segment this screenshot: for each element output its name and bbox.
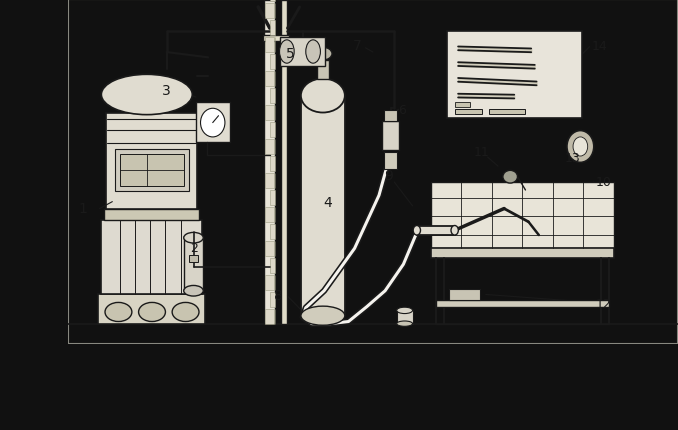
Ellipse shape bbox=[567, 131, 594, 163]
Bar bbox=[431, 249, 614, 258]
Text: 2: 2 bbox=[190, 241, 198, 255]
Bar bbox=[188, 255, 199, 262]
Bar bbox=[281, 1, 287, 324]
Ellipse shape bbox=[397, 307, 412, 314]
Text: 14: 14 bbox=[591, 40, 607, 53]
Bar bbox=[489, 110, 525, 115]
Text: 6: 6 bbox=[399, 104, 406, 117]
Ellipse shape bbox=[301, 307, 345, 326]
Bar bbox=[384, 152, 397, 169]
Bar bbox=[184, 238, 203, 291]
Bar bbox=[265, 38, 274, 53]
Bar bbox=[397, 310, 412, 324]
Bar bbox=[417, 226, 455, 236]
Text: 5: 5 bbox=[286, 47, 295, 61]
Bar bbox=[384, 111, 397, 122]
Bar bbox=[265, 275, 274, 290]
Ellipse shape bbox=[397, 321, 412, 326]
Bar bbox=[436, 301, 609, 307]
Bar bbox=[115, 149, 188, 192]
Text: 12: 12 bbox=[596, 297, 612, 310]
Ellipse shape bbox=[172, 303, 199, 322]
Ellipse shape bbox=[138, 303, 165, 322]
Text: 4: 4 bbox=[323, 195, 332, 209]
Text: 7: 7 bbox=[353, 39, 362, 53]
Text: 3: 3 bbox=[163, 84, 171, 98]
Bar bbox=[317, 61, 329, 80]
Bar bbox=[270, 157, 275, 172]
Bar bbox=[270, 258, 275, 273]
Ellipse shape bbox=[451, 226, 458, 236]
Bar bbox=[270, 21, 275, 36]
Text: 1: 1 bbox=[79, 202, 87, 216]
Text: 9: 9 bbox=[384, 169, 393, 183]
Bar bbox=[265, 309, 274, 324]
Bar bbox=[265, 174, 274, 188]
Bar bbox=[270, 55, 275, 70]
Ellipse shape bbox=[105, 303, 132, 322]
Bar bbox=[382, 122, 399, 151]
Bar bbox=[455, 103, 470, 108]
Bar bbox=[106, 114, 197, 209]
Bar bbox=[196, 103, 230, 143]
Text: 10: 10 bbox=[596, 175, 612, 188]
Bar bbox=[270, 123, 275, 138]
Bar bbox=[102, 221, 202, 295]
Bar bbox=[265, 241, 274, 256]
Ellipse shape bbox=[184, 233, 203, 243]
Bar bbox=[263, 36, 289, 42]
Bar bbox=[270, 292, 275, 307]
Ellipse shape bbox=[314, 48, 332, 61]
Bar bbox=[270, 224, 275, 239]
Text: 8: 8 bbox=[274, 288, 283, 302]
Bar bbox=[265, 207, 274, 222]
Bar bbox=[265, 72, 274, 87]
Bar bbox=[447, 32, 582, 119]
Bar bbox=[270, 0, 275, 2]
Bar bbox=[431, 183, 614, 249]
Ellipse shape bbox=[413, 226, 420, 236]
Bar bbox=[265, 106, 274, 121]
Bar bbox=[265, 4, 274, 19]
Ellipse shape bbox=[102, 75, 193, 115]
Bar bbox=[119, 154, 184, 186]
Bar bbox=[264, 1, 275, 324]
Ellipse shape bbox=[201, 109, 225, 138]
Bar bbox=[98, 295, 205, 324]
Ellipse shape bbox=[279, 41, 294, 64]
Bar bbox=[450, 289, 480, 301]
Text: 13: 13 bbox=[565, 151, 581, 164]
Bar bbox=[279, 38, 325, 67]
Ellipse shape bbox=[301, 80, 345, 113]
Bar bbox=[301, 96, 345, 316]
Ellipse shape bbox=[306, 41, 321, 64]
Ellipse shape bbox=[503, 171, 517, 184]
Ellipse shape bbox=[184, 286, 203, 296]
Ellipse shape bbox=[573, 138, 588, 157]
Bar bbox=[265, 140, 274, 154]
Text: 11: 11 bbox=[474, 146, 490, 159]
Bar bbox=[104, 209, 199, 221]
Bar bbox=[455, 110, 482, 115]
Bar bbox=[270, 190, 275, 206]
Bar bbox=[270, 89, 275, 104]
